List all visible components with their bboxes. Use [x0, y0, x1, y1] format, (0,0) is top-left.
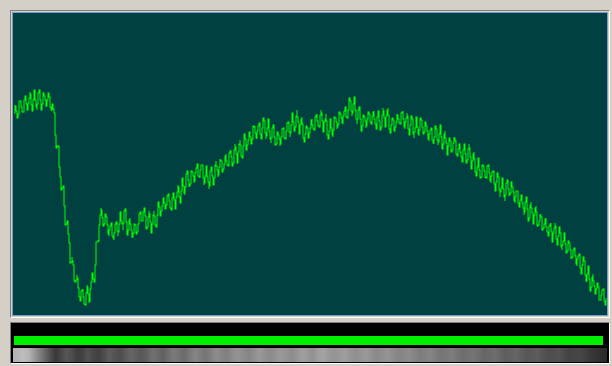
level-meter-bar	[14, 336, 603, 345]
scope-plot-frame	[12, 12, 608, 316]
plot-background	[13, 13, 607, 315]
level-meter-panel	[10, 322, 610, 364]
waveform-plot	[13, 13, 607, 315]
scope-display	[10, 10, 610, 318]
spectrum-strip	[13, 348, 607, 362]
waveform-trace	[14, 89, 607, 306]
